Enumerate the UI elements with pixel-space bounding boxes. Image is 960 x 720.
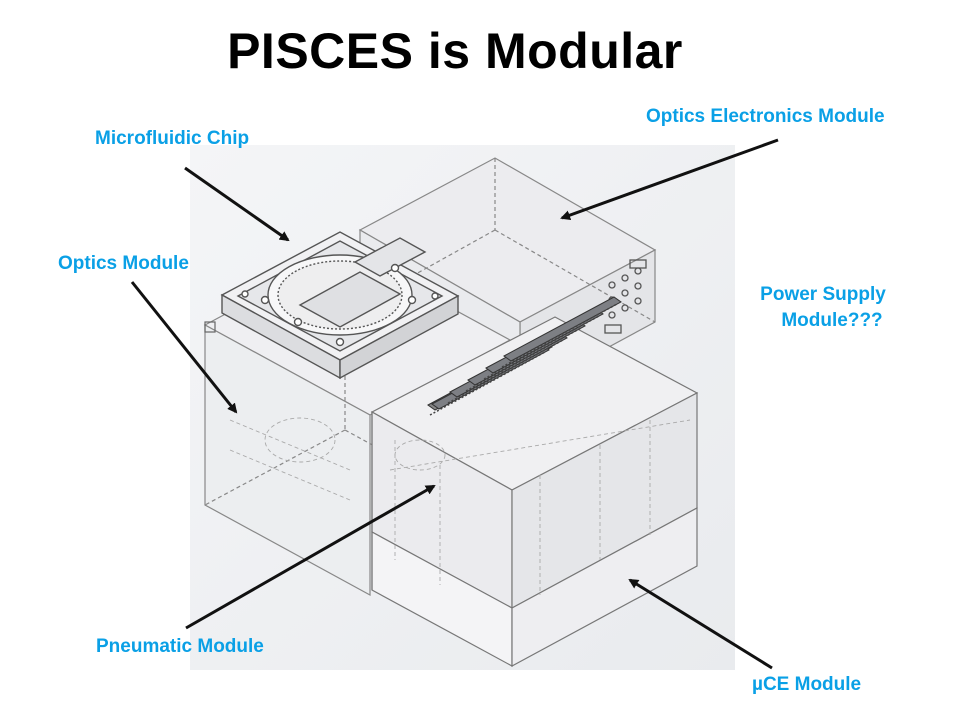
uce-module-box xyxy=(370,316,699,668)
microfluidic-chip-holder xyxy=(220,231,460,380)
label-pneumatic-module: Pneumatic Module xyxy=(96,636,264,657)
arrow-pneumatic-module xyxy=(185,484,436,630)
callout-arrows xyxy=(130,138,779,670)
label-optics-electronics-module: Optics Electronics Module xyxy=(646,106,885,127)
capillary-rows-grid xyxy=(429,303,618,416)
arrow-uce-module xyxy=(628,578,773,670)
label-power-supply-line2: Module??? xyxy=(781,310,883,331)
label-microfluidic-chip: Microfluidic Chip xyxy=(95,128,250,149)
label-optics-module: Optics Module xyxy=(58,253,189,274)
arrow-microfluidic-chip xyxy=(184,166,290,242)
label-uce-module: µCE Module xyxy=(752,674,862,695)
label-power-supply-line1: Power Supply xyxy=(760,284,886,305)
arrow-optics-electronics xyxy=(560,138,779,220)
arrow-optics-module xyxy=(130,281,238,414)
slide-title: PISCES is Modular xyxy=(227,23,683,79)
internal-hidden-lines xyxy=(229,417,691,595)
label-power-supply-module: Power Supply Module??? xyxy=(748,282,898,334)
